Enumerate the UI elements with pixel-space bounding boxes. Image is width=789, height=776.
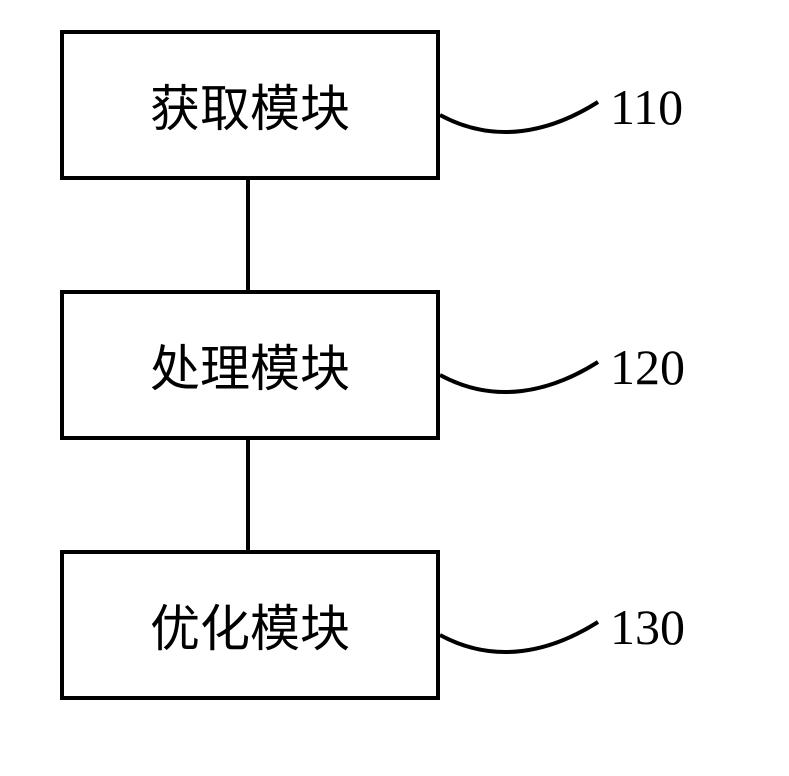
ref-number: 120 <box>610 338 685 396</box>
connector-line <box>246 180 250 290</box>
box-label: 处理模块 <box>150 329 350 401</box>
box-label: 优化模块 <box>150 589 350 661</box>
ref-number: 110 <box>610 78 683 136</box>
box-label: 获取模块 <box>150 69 350 141</box>
connector-line <box>246 440 250 550</box>
diagram-canvas: 获取模块 处理模块 优化模块 110 120 130 <box>0 0 789 776</box>
box-optimize-module: 优化模块 <box>60 550 440 700</box>
box-acquire-module: 获取模块 <box>60 30 440 180</box>
ref-number: 130 <box>610 598 685 656</box>
box-process-module: 处理模块 <box>60 290 440 440</box>
